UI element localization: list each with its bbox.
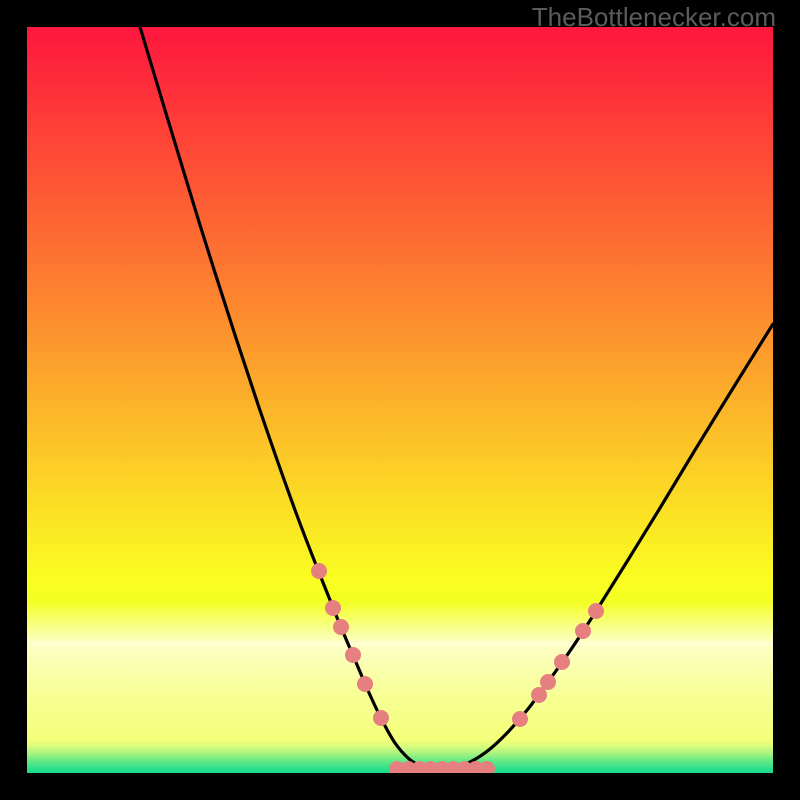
marker-right-5: [588, 603, 604, 619]
bottleneck-chart: [0, 0, 800, 800]
marker-right-1: [531, 687, 547, 703]
watermark-text: TheBottlenecker.com: [532, 2, 776, 33]
marker-left-5: [373, 710, 389, 726]
marker-left-0: [311, 563, 327, 579]
marker-right-0: [512, 711, 528, 727]
chart-frame: TheBottlenecker.com: [0, 0, 800, 800]
plot-background: [27, 27, 773, 773]
marker-bottom-8: [479, 761, 495, 777]
marker-left-4: [357, 676, 373, 692]
marker-right-2: [540, 674, 556, 690]
marker-left-2: [333, 619, 349, 635]
marker-right-4: [575, 623, 591, 639]
marker-left-3: [345, 647, 361, 663]
marker-right-3: [554, 654, 570, 670]
marker-left-1: [325, 600, 341, 616]
